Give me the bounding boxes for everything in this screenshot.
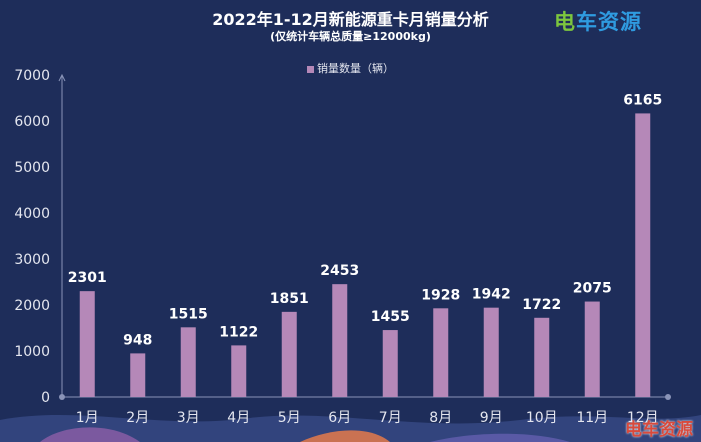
y-tick-label: 0 — [41, 390, 50, 406]
data-label: 1942 — [472, 287, 511, 303]
data-label: 1928 — [421, 287, 460, 303]
data-label: 2301 — [68, 270, 107, 286]
x-tick-label: 12月 — [627, 410, 659, 426]
y-axis-arrow — [58, 73, 66, 82]
x-tick-label: 11月 — [576, 410, 608, 426]
brand-logo-part: 车资源 — [576, 10, 642, 34]
data-label: 948 — [123, 332, 152, 348]
data-label: 1515 — [169, 306, 208, 322]
axes-group: 0 1000 2000 3000 4000 5000 6000 7000 — [14, 68, 671, 406]
y-tick-label: 1000 — [14, 344, 50, 360]
y-tick-label: 2000 — [14, 298, 50, 314]
bar — [584, 301, 600, 397]
bottom-wave-decoration — [0, 415, 701, 442]
legend-swatch — [307, 65, 314, 73]
data-label: 6165 — [623, 92, 662, 108]
bar — [281, 311, 297, 397]
x-tick-label: 5月 — [278, 410, 301, 426]
x-tick-label: 3月 — [177, 410, 200, 426]
legend-label: 销量数量（辆） — [317, 62, 394, 75]
x-tick-label: 10月 — [526, 410, 558, 426]
bar — [130, 353, 146, 397]
x-tick-label: 8月 — [429, 410, 452, 426]
y-tick-label: 5000 — [14, 160, 50, 176]
brand-logo-text: 电车资源 — [554, 10, 642, 34]
bar — [534, 317, 550, 397]
bar — [433, 308, 449, 397]
data-label: 1722 — [522, 297, 561, 313]
y-tick-label: 3000 — [14, 252, 50, 268]
bars-group — [79, 113, 651, 397]
x-tick-label: 6月 — [328, 410, 351, 426]
bar — [180, 327, 196, 397]
x-axis-end-dot — [665, 394, 671, 400]
labels-group: 2301 1月 948 2月 1515 3月 1122 4月 1851 5月 2453 6月 1455 7… — [68, 92, 662, 426]
bar — [231, 345, 247, 397]
x-tick-label: 7月 — [379, 410, 402, 426]
brand-logo: 电车资源 — [554, 6, 642, 36]
bar — [483, 307, 499, 397]
bar — [635, 113, 651, 397]
data-label: 1122 — [219, 324, 258, 340]
data-label: 2075 — [573, 281, 612, 297]
bar — [332, 284, 348, 397]
bar — [382, 330, 398, 397]
y-tick-label: 7000 — [14, 68, 50, 84]
watermark: 电车资源 — [625, 420, 693, 440]
data-label: 1851 — [270, 291, 309, 307]
chart-subtitle: (仅统计车辆总质量≥12000kg) — [270, 30, 431, 43]
chart-title: 2022年1-12月新能源重卡月销量分析 — [212, 10, 489, 29]
y-tick-label: 6000 — [14, 114, 50, 130]
brand-logo-part: 电 — [554, 10, 576, 34]
bar — [79, 291, 95, 397]
x-tick-label: 9月 — [480, 410, 503, 426]
x-tick-label: 2月 — [126, 410, 149, 426]
data-label: 1455 — [371, 309, 410, 325]
y-tick-label: 4000 — [14, 206, 50, 222]
legend[interactable]: 销量数量（辆） — [0, 60, 701, 76]
x-tick-label: 4月 — [227, 410, 250, 426]
x-tick-label: 1月 — [76, 410, 99, 426]
x-axis-start-dot — [59, 394, 65, 400]
data-label: 2453 — [320, 263, 359, 279]
